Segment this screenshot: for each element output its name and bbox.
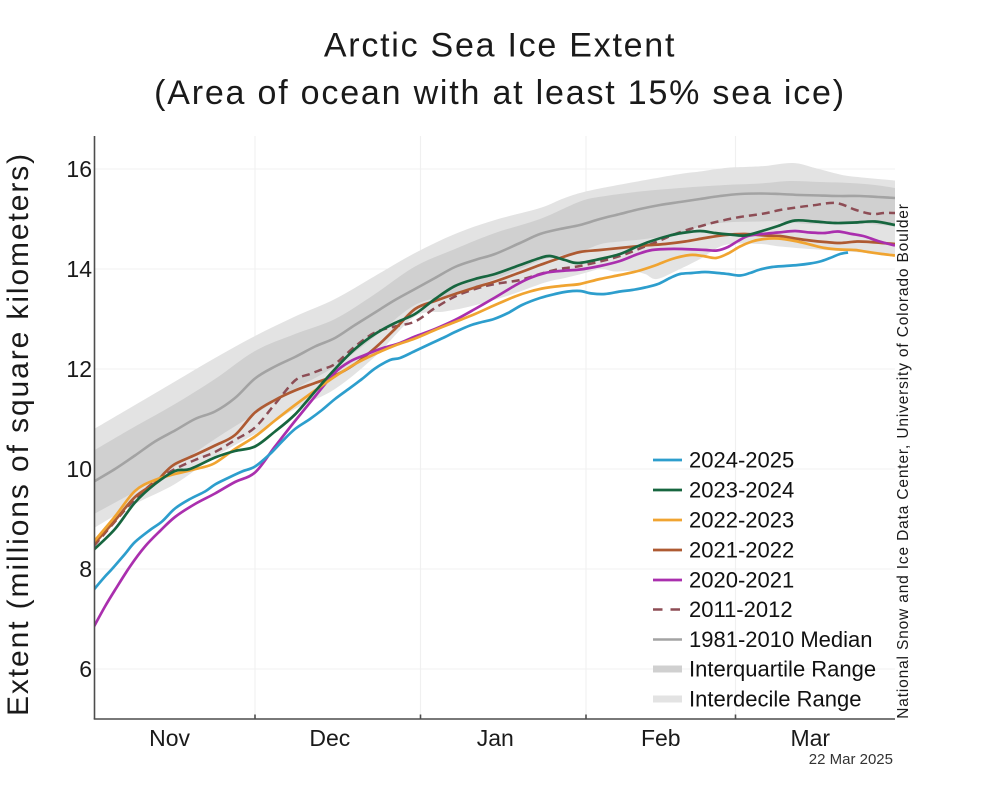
svg-text:1981-2010 Median: 1981-2010 Median	[689, 627, 872, 652]
svg-text:16: 16	[66, 156, 92, 182]
svg-text:Extent (millions of square kil: Extent (millions of square kilometers)	[2, 152, 35, 716]
svg-text:2011-2012: 2011-2012	[689, 597, 793, 622]
svg-text:Interquartile Range: Interquartile Range	[689, 657, 876, 682]
svg-text:2020-2021: 2020-2021	[689, 568, 794, 593]
svg-text:National Snow and Ice Data Cen: National Snow and Ice Data Center, Unive…	[895, 203, 912, 719]
svg-text:(Area of ocean with at least 1: (Area of ocean with at least 15% sea ice…	[154, 74, 846, 112]
svg-text:6: 6	[79, 656, 92, 682]
svg-text:2022-2023: 2022-2023	[689, 508, 794, 533]
svg-text:Interdecile Range: Interdecile Range	[689, 687, 861, 712]
svg-text:Arctic Sea Ice Extent: Arctic Sea Ice Extent	[324, 27, 676, 65]
svg-text:14: 14	[66, 256, 92, 282]
svg-text:Dec: Dec	[309, 725, 350, 751]
svg-text:2023-2024: 2023-2024	[689, 478, 794, 503]
svg-text:22 Mar 2025: 22 Mar 2025	[809, 751, 893, 768]
svg-text:2024-2025: 2024-2025	[689, 448, 794, 473]
svg-text:Feb: Feb	[641, 725, 681, 751]
svg-text:2021-2022: 2021-2022	[689, 538, 794, 563]
svg-text:Nov: Nov	[149, 725, 190, 751]
svg-text:8: 8	[79, 556, 92, 582]
svg-text:10: 10	[66, 456, 92, 482]
svg-text:Jan: Jan	[477, 725, 514, 751]
svg-text:Mar: Mar	[790, 725, 830, 751]
svg-text:12: 12	[66, 356, 92, 382]
